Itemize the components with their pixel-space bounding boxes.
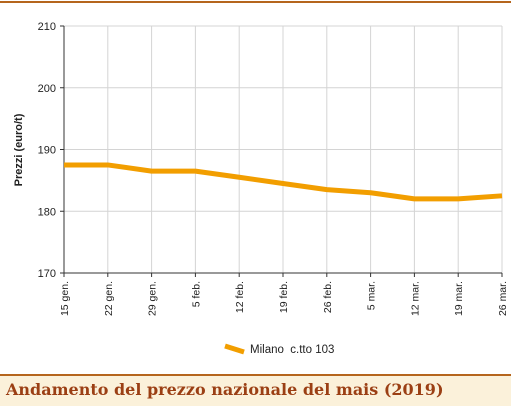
- x-tick-label: 5 mar.: [366, 281, 378, 310]
- legend: Milano c.tto 103: [224, 343, 334, 356]
- price-chart: 170 180 190 200 210 15 gen. 22 gen. 29 gen. 5 f…: [13, 21, 509, 356]
- grid: [64, 25, 503, 273]
- x-tick-label: 29 gen.: [147, 281, 159, 316]
- series-group: [63, 162, 503, 202]
- y-tick-label: 200: [38, 83, 56, 95]
- legend-label: Milano c.tto 103: [250, 344, 334, 356]
- x-ticks: 15 gen. 22 gen. 29 gen. 5 feb. 12 feb. 19 feb…: [59, 281, 509, 316]
- y-tick-label: 180: [38, 206, 56, 218]
- x-tick-label: 22 gen.: [103, 281, 115, 316]
- y-tick-label: 190: [38, 145, 56, 157]
- y-axis-label: Prezzi (euro/t): [13, 113, 25, 186]
- y-tick-label: 170: [38, 268, 56, 280]
- legend-swatch: [224, 343, 245, 355]
- top-rule: [0, 1, 511, 3]
- x-tick-label: 26 mar.: [497, 281, 509, 316]
- x-tick-label: 12 mar.: [409, 281, 421, 316]
- x-tick-label: 19 feb.: [278, 281, 290, 313]
- y-ticks: 170 180 190 200 210: [38, 21, 56, 280]
- x-tick-label: 19 mar.: [453, 281, 465, 316]
- x-tick-label: 12 feb.: [234, 281, 246, 313]
- x-tick-label: 5 feb.: [190, 281, 202, 307]
- x-tick-label: 15 gen.: [59, 281, 71, 316]
- chart-caption: Andamento del prezzo nazionale del mais …: [6, 380, 444, 399]
- axes: [60, 25, 503, 277]
- footer-banner: Andamento del prezzo nazionale del mais …: [0, 374, 511, 406]
- x-tick-label: 26 feb.: [322, 281, 334, 313]
- y-tick-label: 210: [38, 21, 56, 33]
